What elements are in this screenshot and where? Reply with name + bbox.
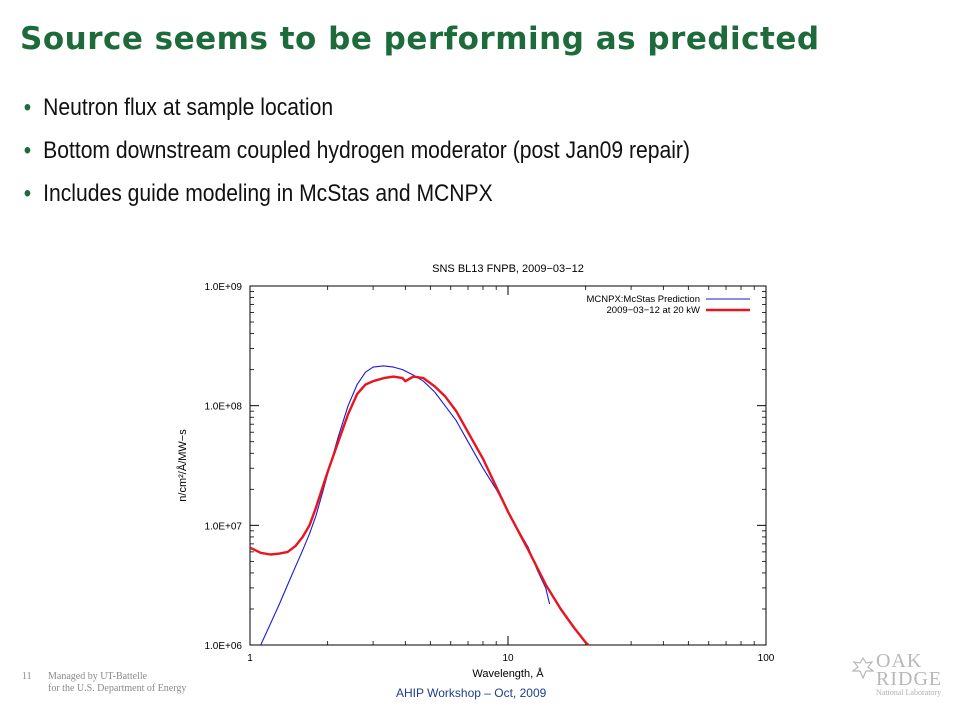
x-tick-label: 10 (502, 653, 514, 664)
logo-word-1: OAK (876, 650, 923, 672)
legend-label-1: MCNPX:McStas Prediction (586, 294, 700, 305)
flux-chart: SNS BL13 FNPB, 2009−03−12 1.0E+06 1.0E+07 1… (176, 263, 775, 680)
managed-by-line2: for the U.S. Department of Energy (48, 683, 187, 694)
oak-ridge-logo: OAK RIDGE National Laboratory (852, 650, 942, 700)
chart-title: SNS BL13 FNPB, 2009−03−12 (432, 263, 584, 275)
page-number: 11 (22, 671, 32, 682)
bullet-text: Neutron flux at sample location (43, 94, 334, 121)
y-tick-label: 1.0E+06 (204, 641, 242, 652)
bullet-dot-icon: • (23, 137, 32, 164)
legend-label-2: 2009−03−12 at 20 kW (607, 305, 701, 316)
x-tick-label: 100 (758, 653, 775, 664)
bullet-item: • Includes guide modeling in McStas and M… (22, 180, 690, 208)
bullet-item: • Neutron flux at sample location (22, 94, 690, 122)
bullet-text: Bottom downstream coupled hydrogen moder… (43, 137, 690, 164)
y-tick-label: 1.0E+09 (204, 282, 242, 293)
logo-subtitle: National Laboratory (876, 688, 942, 697)
logo-word-2: RIDGE (876, 668, 943, 690)
bullet-dot-icon: • (23, 180, 32, 207)
y-axis-label: n/cm²/Å/MW−s (176, 429, 189, 502)
plot-frame (249, 285, 767, 646)
bullet-item: • Bottom downstream coupled hydrogen mode… (22, 137, 690, 165)
y-tick-label: 1.0E+08 (204, 402, 242, 413)
leaf-icon (852, 656, 874, 680)
y-tick-label: 1.0E+07 (204, 521, 242, 532)
managed-by-line1: Managed by UT-Battelle (48, 671, 148, 682)
x-axis-label: Wavelength, Å (472, 667, 544, 680)
x-tick-label: 1 (247, 653, 253, 664)
slide-title: Source seems to be performing as predict… (20, 21, 820, 57)
bullet-text: Includes guide modeling in McStas and MC… (43, 180, 493, 207)
workshop-label: AHIP Workshop – Oct, 2009 (396, 686, 547, 700)
series-line-2 (250, 375, 590, 645)
bullet-list: • Neutron flux at sample location • Bottom… (22, 94, 781, 223)
bullet-dot-icon: • (23, 94, 32, 121)
